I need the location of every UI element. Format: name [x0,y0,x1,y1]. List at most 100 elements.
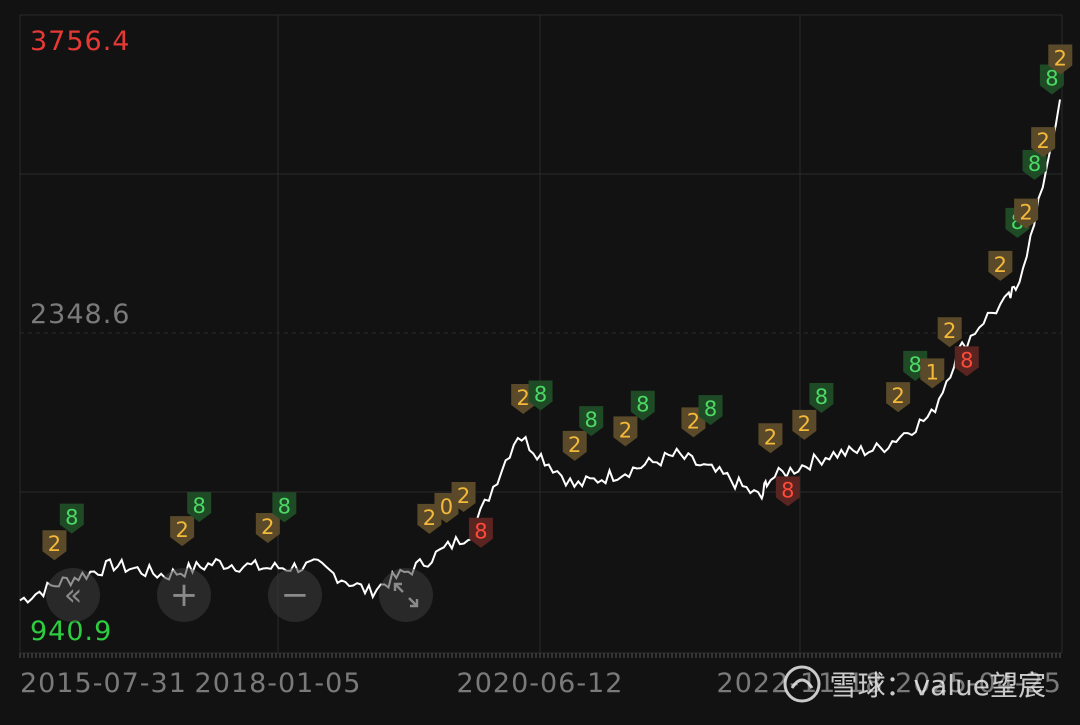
trade-marker-label: 2 [687,409,700,433]
watermark-text: 雪球：value望宸 [829,669,1046,702]
trade-marker-label: 2 [568,433,581,457]
trade-marker[interactable]: 2 [42,530,67,561]
trade-marker-badge [809,383,834,414]
trade-marker-badge [613,416,638,447]
trade-marker-label: 2 [48,532,61,556]
trade-marker-label: 2 [1019,201,1032,225]
expand-button[interactable] [379,568,433,622]
trade-marker[interactable]: 8 [698,395,723,426]
plus-icon: + [169,575,199,615]
trade-marker-badge [1022,149,1047,180]
trade-marker-label: 2 [798,412,811,436]
trade-marker[interactable]: 8 [59,503,84,534]
double-chevron-left-icon: « [63,577,83,613]
trade-marker-badge [698,395,723,426]
trade-marker[interactable]: 2 [255,513,280,544]
trade-marker-label: 2 [619,418,632,442]
trade-marker[interactable]: 8 [1022,149,1047,180]
trade-marker[interactable]: 2 [1014,198,1039,229]
minus-icon: − [280,575,310,615]
trade-marker-badge [468,517,493,548]
trade-marker-label: 8 [474,520,487,544]
trade-marker[interactable]: 2 [792,409,817,440]
snowball-logo-icon [783,665,821,703]
y-mid-label: 2348.6 [30,299,130,330]
x-tick-label: 2025-04-25 [895,668,1062,699]
trade-marker-badge [42,530,67,561]
zoom-out-button[interactable]: − [268,568,322,622]
trade-marker-badge [1014,198,1039,229]
trade-marker-label: 0 [440,495,453,519]
trade-marker-badge [630,390,655,421]
trade-marker-label: 8 [278,494,291,518]
x-tick-label: 2018-01-05 [195,668,362,699]
price-series-line [19,99,1061,604]
zoom-in-button[interactable]: + [157,568,211,622]
trade-marker-badge [758,423,783,454]
trade-marker-badge [59,503,84,534]
trade-marker[interactable]: 2 [886,382,911,413]
trade-marker-label: 8 [960,348,973,372]
trade-marker[interactable]: 2 [562,430,587,461]
trade-marker-label: 8 [534,382,547,406]
trade-marker[interactable]: 2 [451,482,476,513]
trade-marker-label: 8 [781,478,794,502]
trade-marker-label: 8 [815,385,828,409]
trade-marker-badge [170,516,195,547]
trade-marker[interactable]: 8 [272,492,297,523]
trade-marker[interactable]: 8 [809,383,834,414]
trade-marker-badge [988,250,1013,281]
trade-marker[interactable]: 8 [954,346,979,377]
trade-marker-badge [451,482,476,513]
trade-marker-badge [562,430,587,461]
trade-marker[interactable]: 8 [468,517,493,548]
trade-marker[interactable]: 8 [579,406,604,437]
y-max-label: 3756.4 [30,26,130,57]
expand-icon [393,582,419,608]
trade-marker-badge [775,476,800,507]
trade-marker-badge [528,380,553,411]
trade-marker-badge [937,317,962,348]
trade-marker-label: 2 [994,253,1007,277]
trade-marker[interactable]: 8 [187,491,212,522]
trade-marker-label: 2 [1037,129,1050,153]
trade-marker-label: 2 [1054,47,1067,71]
scroll-back-button[interactable]: « [46,568,100,622]
trade-marker[interactable]: 8 [630,390,655,421]
trade-marker-badge [272,492,297,523]
trade-marker-badge [886,382,911,413]
trade-marker-label: 8 [585,408,598,432]
trade-marker-badge [920,358,945,389]
chart-grid [19,14,1063,654]
trade-marker[interactable]: 2 [1031,127,1056,158]
trade-marker[interactable]: 1 [920,358,945,389]
trade-marker-label: 8 [1045,66,1058,90]
trade-marker[interactable]: 2 [170,516,195,547]
trade-marker-badge [579,406,604,437]
trade-marker-label: 1 [926,360,939,384]
trade-marker-label: 2 [457,484,470,508]
x-axis: 2015-07-31 2018-01-05 2020-06-12 2022-11-18… [19,653,1062,699]
trade-marker[interactable]: 2 [937,317,962,348]
trade-marker[interactable]: 2 [613,416,638,447]
trade-marker-label: 8 [704,397,717,421]
trade-marker-label: 2 [175,518,188,542]
trade-marker-label: 8 [909,353,922,377]
trade-marker-label: 2 [891,384,904,408]
trade-marker-label: 8 [65,506,78,530]
watermark: 雪球：value望宸 [782,664,1046,704]
trade-marker[interactable]: 8 [775,476,800,507]
trade-marker-badge [792,409,817,440]
x-tick-label: 2020-06-12 [457,668,624,699]
trade-marker[interactable]: 2 [988,250,1013,281]
trade-marker-label: 2 [764,425,777,449]
trade-marker-label: 2 [261,515,274,539]
trade-markers: 2828282028282828282828281282828282 [42,44,1073,561]
trade-marker[interactable]: 8 [528,380,553,411]
trade-marker[interactable]: 2 [758,423,783,454]
trade-marker[interactable]: 2 [1048,44,1073,75]
trade-marker-badge [954,346,979,377]
trade-marker-badge [255,513,280,544]
trade-marker-label: 8 [636,393,649,417]
